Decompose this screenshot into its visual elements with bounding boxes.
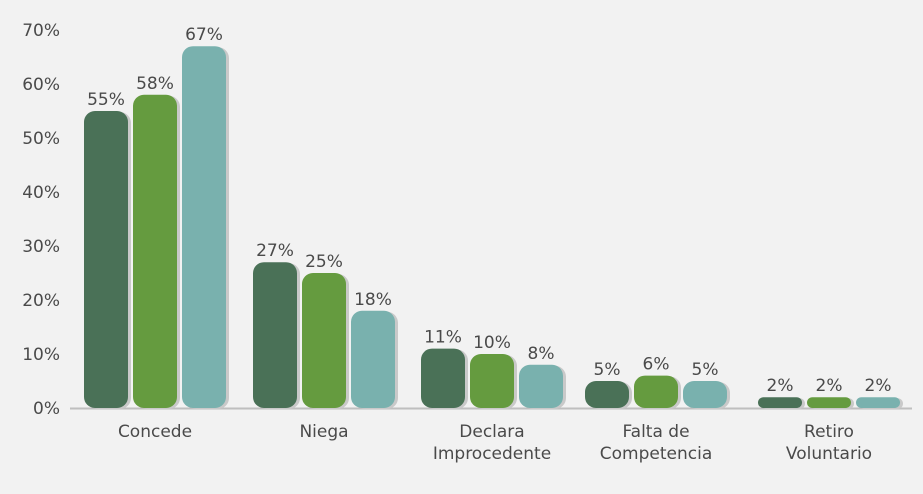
bars-group (84, 46, 903, 410)
data-label: 11% (424, 328, 462, 348)
bar (421, 348, 465, 408)
bar (634, 375, 678, 408)
data-labels-group: 55% 27% 11% 5% 2% 58% 25% 10% 6% 2% 67% 18% 8% 5% 2% (87, 25, 891, 396)
y-tick-label: 0% (33, 399, 60, 419)
data-label: 2% (816, 376, 843, 396)
data-label: 25% (305, 252, 343, 272)
category-label-line: Improcedente (433, 444, 551, 464)
bar (807, 397, 851, 408)
data-label: 27% (256, 241, 294, 261)
data-label: 18% (354, 290, 392, 310)
category-label-line: Niega (299, 422, 348, 442)
bar (302, 273, 346, 408)
y-tick-label: 10% (22, 345, 60, 365)
category-label-line: Retiro (804, 422, 854, 442)
data-label: 2% (767, 376, 794, 396)
category-label-line: Concede (118, 422, 192, 442)
bar (351, 310, 395, 408)
bar (758, 397, 802, 408)
bar (182, 46, 226, 408)
bar (84, 111, 128, 408)
data-label: 58% (136, 74, 174, 94)
y-tick-label: 20% (22, 291, 60, 311)
category-label-line: Declara (459, 422, 524, 442)
bar (133, 94, 177, 409)
category-label: Retiro Voluntario (786, 422, 872, 464)
category-label: Niega (299, 422, 348, 442)
data-label: 8% (528, 344, 555, 364)
category-labels-group: Concede Niega Declara Improcedente Falta de C… (118, 422, 872, 464)
category-label-line: Falta de (622, 422, 689, 442)
bar (253, 262, 297, 408)
data-label: 2% (865, 376, 892, 396)
y-tick-label: 60% (22, 75, 60, 95)
bar (519, 364, 563, 408)
bar (470, 354, 514, 408)
category-label-line: Voluntario (786, 444, 872, 464)
data-label: 67% (185, 25, 223, 45)
category-label: Falta de Competencia (600, 422, 712, 464)
data-label: 55% (87, 90, 125, 110)
category-label: Concede (118, 422, 192, 442)
data-label: 5% (594, 360, 621, 380)
bar (585, 381, 629, 408)
y-axis-ticks: 0% 10% 20% 30% 40% 50% 60% 70% (22, 21, 60, 419)
bar (683, 381, 727, 408)
category-label: Declara Improcedente (433, 422, 551, 464)
data-label: 10% (473, 333, 511, 353)
data-label: 5% (692, 360, 719, 380)
y-tick-label: 50% (22, 129, 60, 149)
bar (856, 397, 900, 408)
data-label: 6% (643, 355, 670, 375)
y-tick-label: 40% (22, 183, 60, 203)
y-tick-label: 30% (22, 237, 60, 257)
category-label-line: Competencia (600, 444, 712, 464)
y-tick-label: 70% (22, 21, 60, 41)
